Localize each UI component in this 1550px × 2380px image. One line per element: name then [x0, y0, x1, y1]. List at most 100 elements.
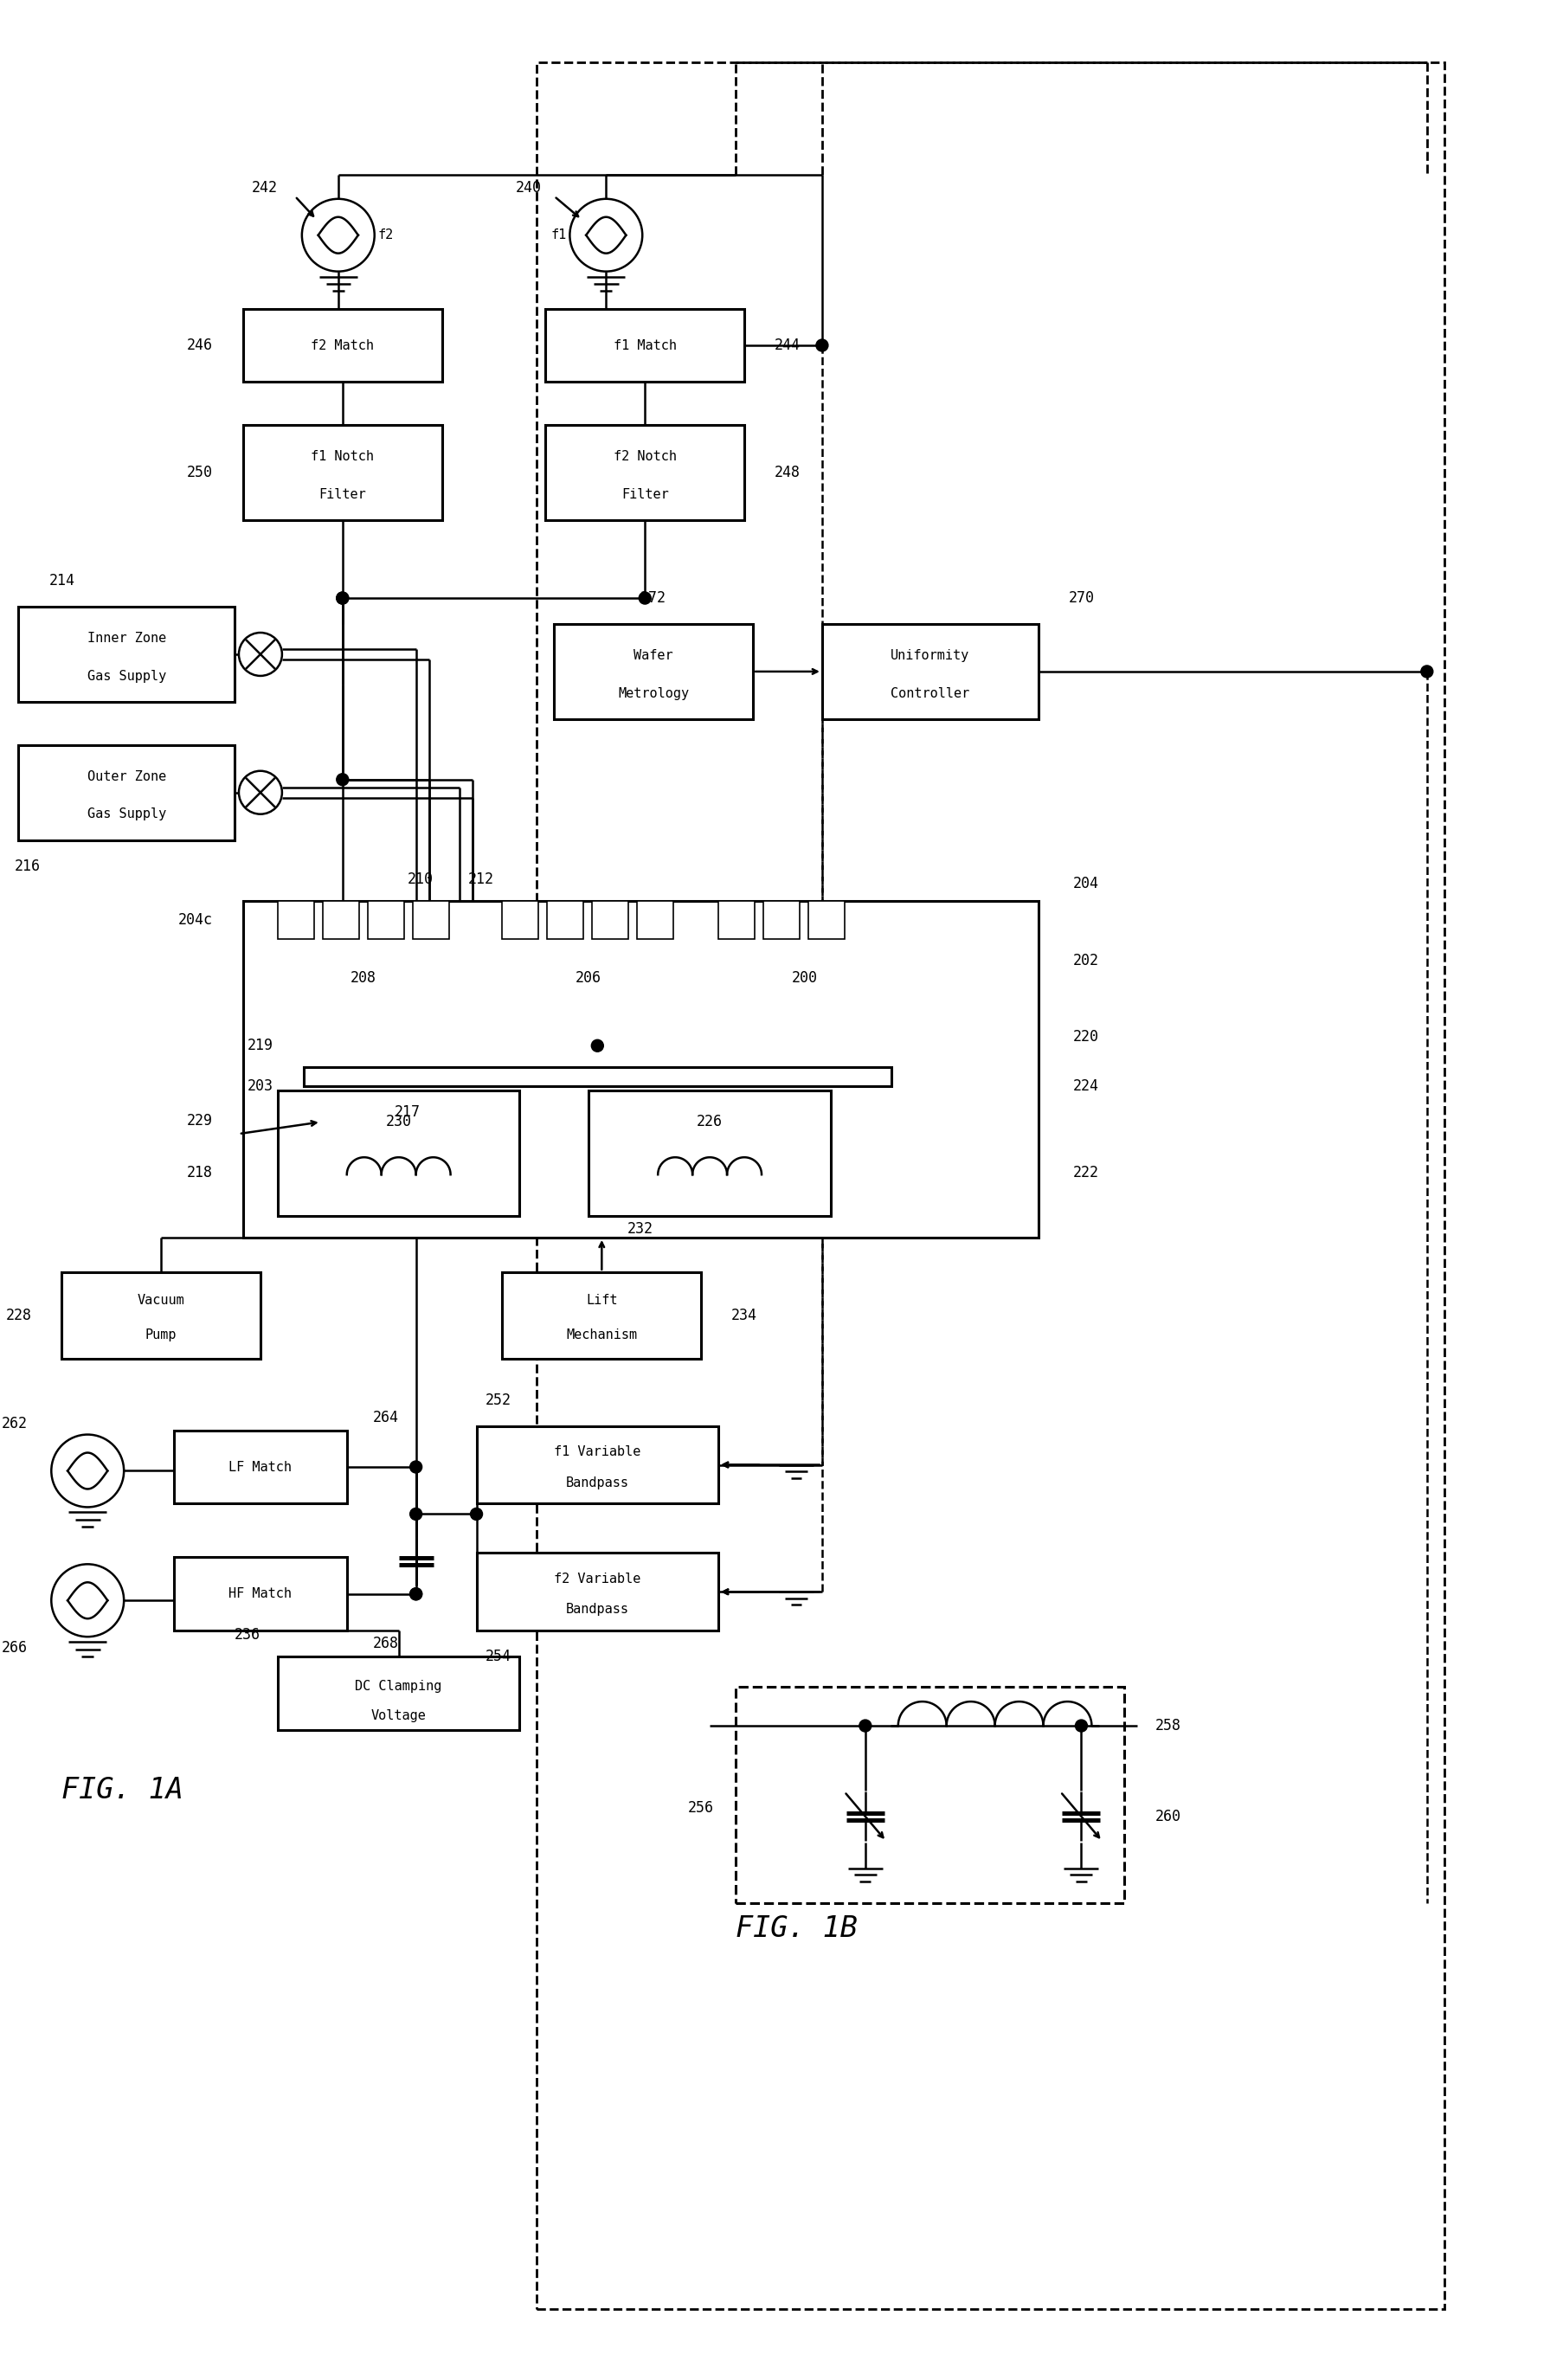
- Text: f1 Notch: f1 Notch: [312, 450, 374, 464]
- Circle shape: [409, 1461, 422, 1473]
- Bar: [546, 426, 744, 521]
- Text: 254: 254: [485, 1649, 512, 1664]
- Bar: [322, 900, 360, 940]
- Bar: [304, 1066, 891, 1085]
- Bar: [19, 745, 234, 840]
- Circle shape: [409, 1587, 422, 1599]
- Text: 219: 219: [248, 1038, 273, 1054]
- Text: 236: 236: [234, 1628, 260, 1642]
- Text: 272: 272: [640, 590, 666, 607]
- Text: f2: f2: [378, 228, 394, 243]
- Text: 203: 203: [248, 1078, 273, 1095]
- Text: 212: 212: [468, 871, 494, 888]
- Circle shape: [409, 1587, 422, 1599]
- Text: f1 Variable: f1 Variable: [553, 1445, 640, 1459]
- Text: 252: 252: [485, 1392, 512, 1407]
- Bar: [822, 624, 1038, 719]
- Bar: [174, 1430, 347, 1504]
- Text: 228: 228: [6, 1307, 31, 1323]
- Text: Mechanism: Mechanism: [566, 1328, 637, 1342]
- Text: f2 Notch: f2 Notch: [614, 450, 676, 464]
- Text: 258: 258: [1155, 1718, 1181, 1733]
- Text: 226: 226: [698, 1114, 722, 1130]
- Bar: [243, 309, 442, 383]
- Text: 262: 262: [2, 1416, 28, 1430]
- Text: 268: 268: [372, 1635, 398, 1652]
- Text: Vacuum: Vacuum: [138, 1295, 184, 1307]
- Text: f2 Match: f2 Match: [312, 338, 374, 352]
- Bar: [736, 1687, 1125, 1904]
- Text: 266: 266: [2, 1640, 28, 1656]
- Bar: [502, 1271, 701, 1359]
- Bar: [412, 900, 450, 940]
- Text: 244: 244: [775, 338, 800, 352]
- Circle shape: [336, 593, 349, 605]
- Bar: [62, 1271, 260, 1359]
- Text: Outer Zone: Outer Zone: [87, 769, 166, 783]
- Text: 240: 240: [515, 181, 541, 195]
- Circle shape: [470, 1509, 482, 1521]
- Text: 224: 224: [1073, 1078, 1099, 1095]
- Text: 210: 210: [408, 871, 434, 888]
- Bar: [476, 1426, 718, 1504]
- Text: Pump: Pump: [146, 1328, 177, 1342]
- Bar: [592, 900, 629, 940]
- Text: 206: 206: [575, 971, 601, 985]
- Text: Voltage: Voltage: [370, 1709, 426, 1721]
- Circle shape: [336, 774, 349, 785]
- Bar: [718, 900, 755, 940]
- Circle shape: [336, 593, 349, 605]
- Text: Lift: Lift: [586, 1295, 617, 1307]
- Bar: [589, 1090, 831, 1216]
- Bar: [367, 900, 405, 940]
- Bar: [19, 607, 234, 702]
- Text: 260: 260: [1155, 1809, 1181, 1825]
- Text: 230: 230: [386, 1114, 412, 1130]
- Text: Uniformity: Uniformity: [891, 650, 970, 662]
- Text: Filter: Filter: [622, 488, 668, 502]
- Text: 246: 246: [188, 338, 212, 352]
- Text: f1 Match: f1 Match: [614, 338, 676, 352]
- Text: Wafer: Wafer: [634, 650, 673, 662]
- Bar: [546, 309, 744, 383]
- Text: 220: 220: [1073, 1028, 1099, 1045]
- Text: 222: 222: [1073, 1164, 1099, 1180]
- Text: 200: 200: [792, 971, 818, 985]
- Circle shape: [1421, 666, 1434, 678]
- Text: 208: 208: [350, 971, 377, 985]
- Text: Bandpass: Bandpass: [566, 1604, 629, 1616]
- Bar: [243, 426, 442, 521]
- Text: 250: 250: [188, 464, 212, 481]
- Text: f2 Variable: f2 Variable: [553, 1573, 640, 1585]
- Text: Inner Zone: Inner Zone: [87, 631, 166, 645]
- Circle shape: [815, 340, 828, 352]
- Bar: [808, 900, 845, 940]
- Text: 264: 264: [372, 1409, 398, 1426]
- Text: 256: 256: [688, 1799, 715, 1816]
- Bar: [277, 900, 315, 940]
- Bar: [637, 900, 673, 940]
- Text: Gas Supply: Gas Supply: [87, 807, 166, 821]
- Text: Controller: Controller: [891, 688, 970, 700]
- Text: FIG. 1A: FIG. 1A: [62, 1775, 183, 1804]
- Text: f1: f1: [550, 228, 566, 243]
- Text: 232: 232: [628, 1221, 654, 1238]
- Bar: [536, 62, 1445, 2309]
- Bar: [502, 900, 539, 940]
- Circle shape: [409, 1509, 422, 1521]
- Text: 204c: 204c: [178, 912, 212, 928]
- Text: 217: 217: [394, 1104, 420, 1121]
- Text: FIG. 1B: FIG. 1B: [736, 1914, 857, 1942]
- Text: LF Match: LF Match: [229, 1461, 291, 1473]
- Bar: [174, 1557, 347, 1630]
- Bar: [277, 1090, 519, 1216]
- Bar: [547, 900, 584, 940]
- Bar: [277, 1656, 519, 1730]
- Text: 229: 229: [188, 1114, 212, 1128]
- Text: DC Clamping: DC Clamping: [355, 1680, 442, 1692]
- Text: Gas Supply: Gas Supply: [87, 669, 166, 683]
- Bar: [243, 900, 1038, 1238]
- Text: 242: 242: [251, 181, 277, 195]
- Bar: [476, 1552, 718, 1630]
- Circle shape: [859, 1721, 871, 1733]
